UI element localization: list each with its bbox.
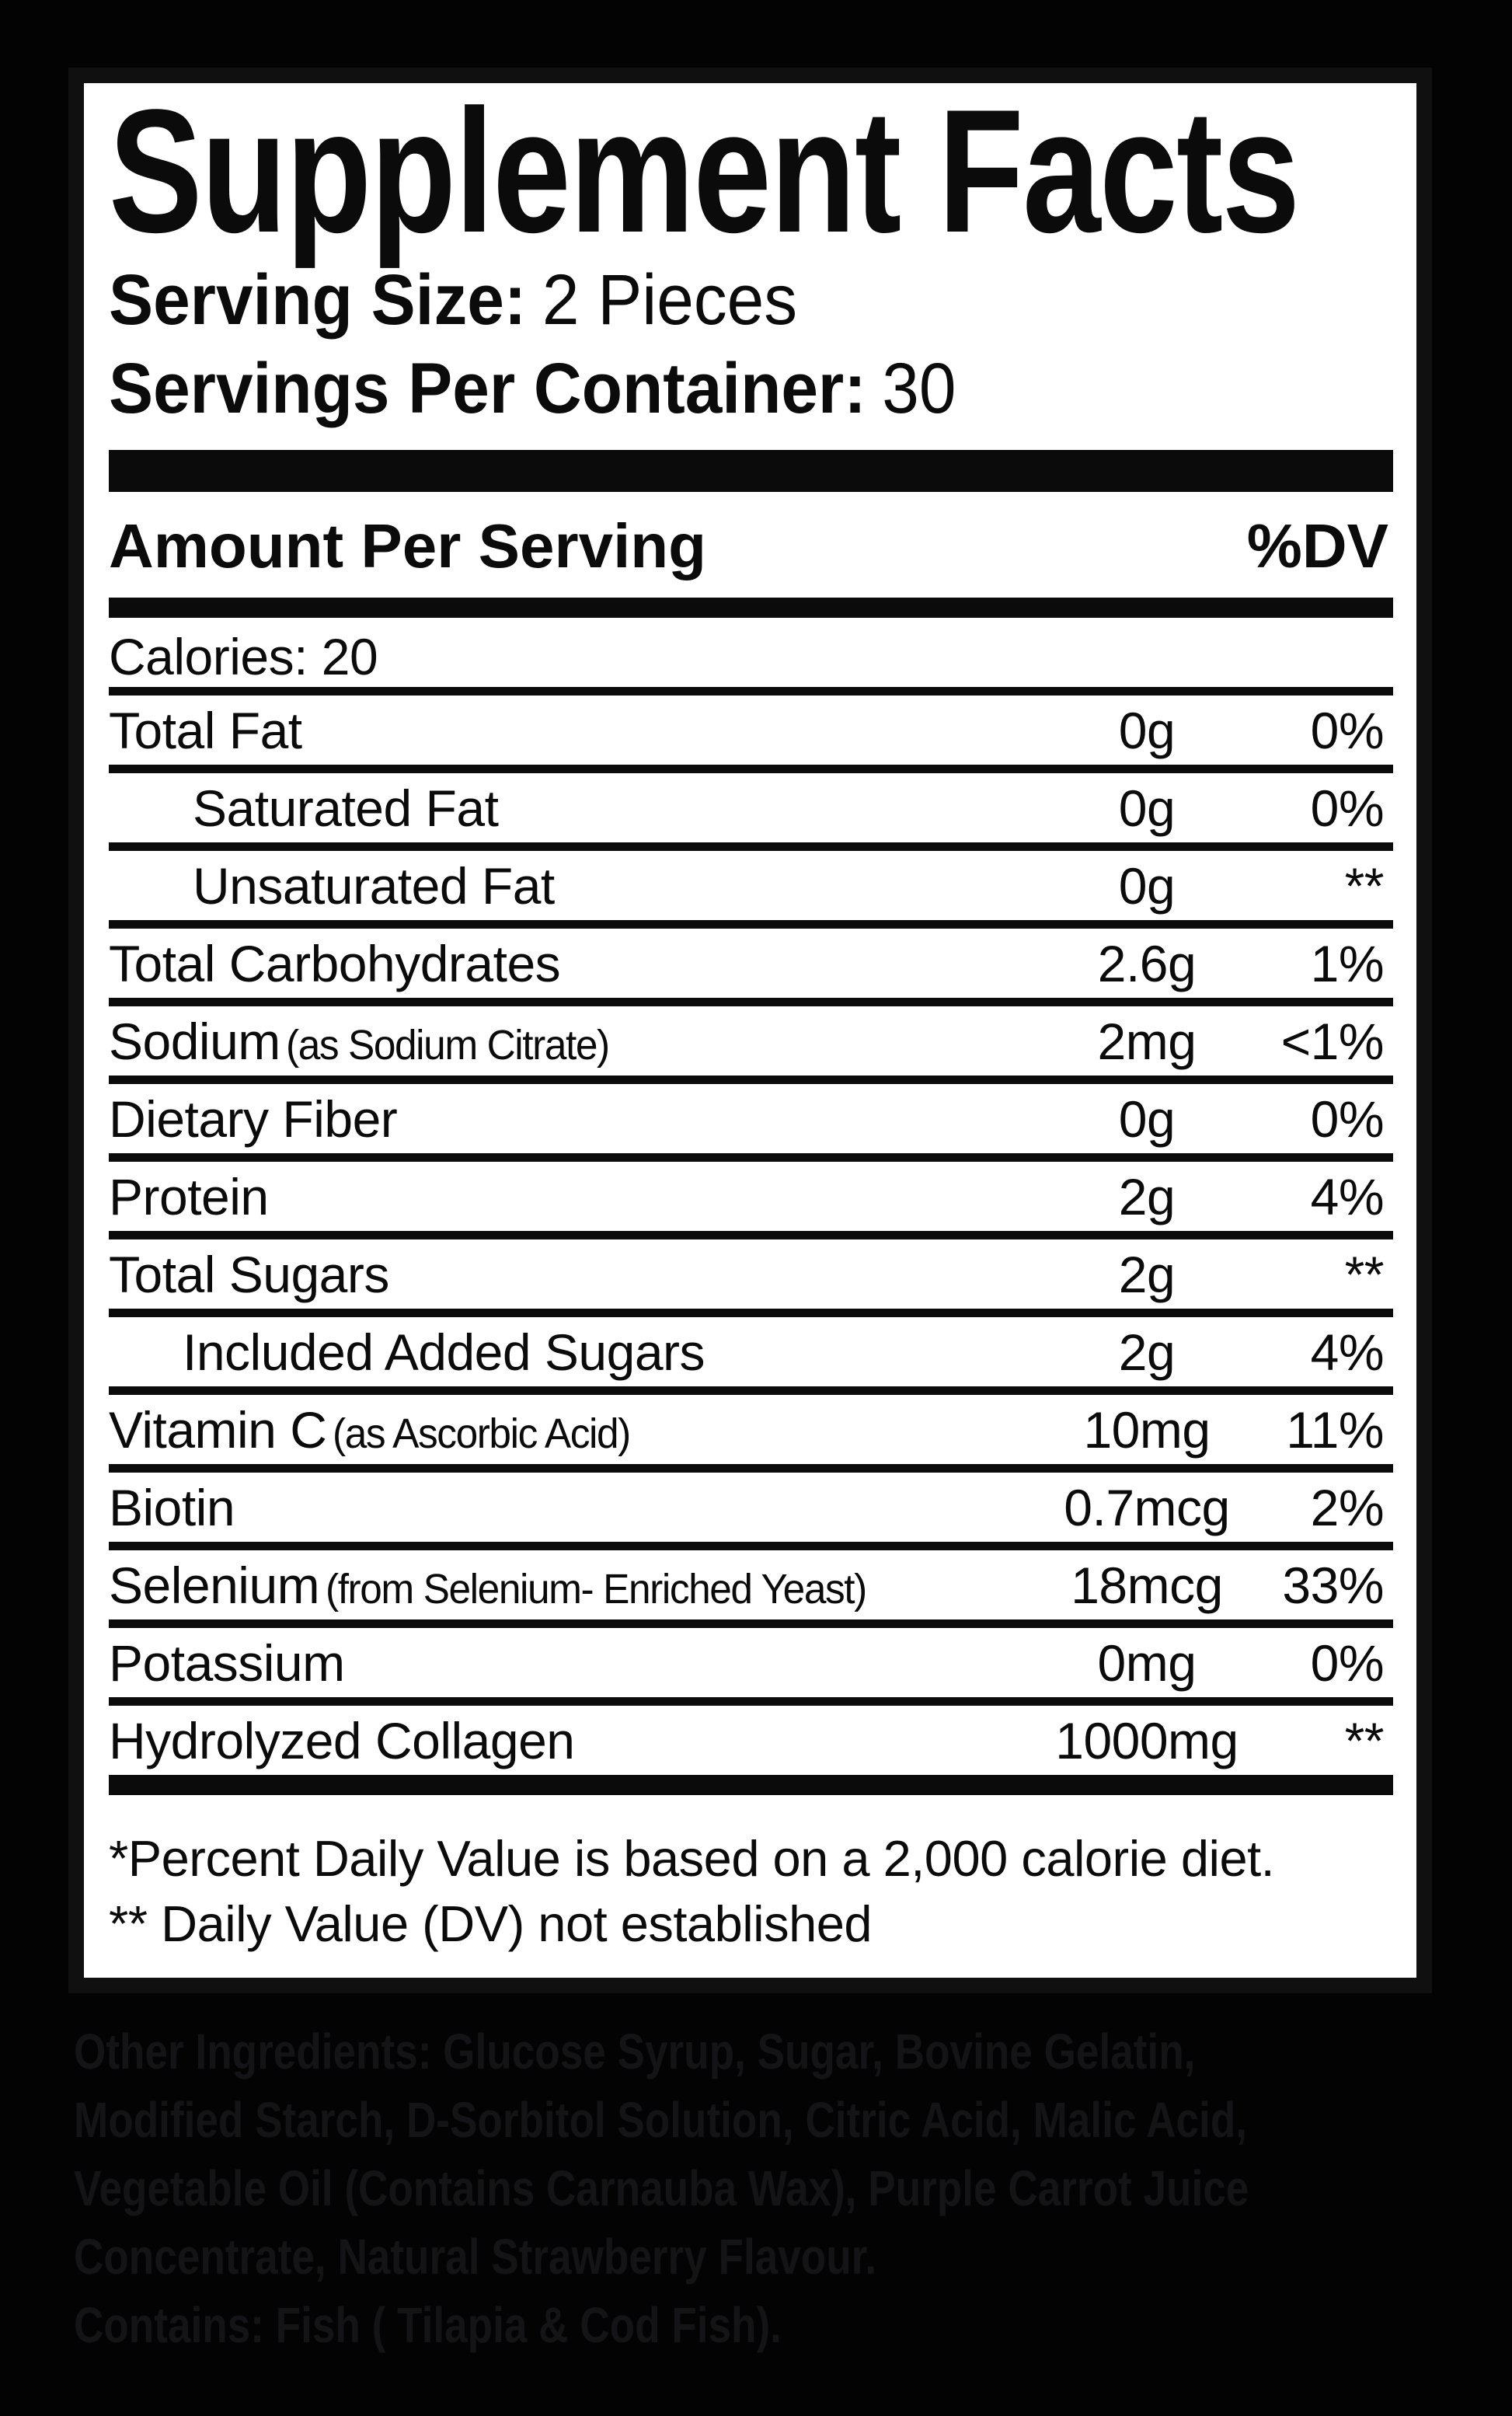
nutrient-label: Saturated Fat [193,779,499,837]
nutrient-dv: 4% [1310,1323,1385,1381]
dv-header: %DV [1246,511,1388,580]
nutrient-dv: 0% [1310,779,1385,837]
nutrient-dv: 4% [1310,1167,1385,1225]
other-ingredients-block: Other Ingredients: Glucose Syrup, Sugar,… [74,2017,1473,2359]
nutrient-row-sodium: Sodium (as Sodium Citrate) 2mg <1% [109,1006,1393,1084]
nutrient-row-included-added-sugars: Included Added Sugars 2g 4% [109,1317,1393,1395]
nutrient-row-total-carbohydrates: Total Carbohydrates 2.6g 1% [109,929,1393,1006]
nutrient-dv: 0% [1310,1089,1385,1148]
nutrient-amount: 0mg [1097,1633,1197,1692]
medium-separator-bar-bottom [109,1775,1393,1795]
table-header-row: Amount Per Serving %DV [109,492,1393,598]
nutrient-dv: ** [1344,1711,1385,1769]
nutrient-dv: 0% [1310,701,1385,759]
medium-separator-bar-top [109,598,1393,618]
nutrient-dv: 2% [1310,1478,1385,1536]
nutrient-label: Sodium [109,1012,280,1070]
nutrient-label: Vitamin C [109,1400,327,1459]
footnote-dv-basis: *Percent Daily Value is based on a 2,000… [109,1830,1275,1887]
servings-per-container-value: 30 [882,349,956,428]
calories-row: Calories: 20 [109,618,1393,696]
nutrient-label: Total Fat [109,701,302,759]
nutrient-row-total-sugars: Total Sugars 2g ** [109,1239,1393,1317]
nutrient-dv: 33% [1282,1556,1384,1614]
nutrient-dv: ** [1344,856,1385,915]
thick-separator-bar [109,450,1393,492]
nutrient-dv: 0% [1310,1633,1385,1692]
ingredients-line: Concentrate, Natural Strawberry Flavour. [74,2223,1473,2291]
nutrient-amount: 2.6g [1097,934,1197,992]
nutrient-label: Included Added Sugars [183,1323,705,1381]
servings-per-container-line: Servings Per Container: 30 [109,346,1393,431]
nutrient-row-biotin: Biotin 0.7mcg 2% [109,1473,1393,1550]
serving-size-label: Serving Size: [109,260,527,340]
ingredients-line: Other Ingredients: Glucose Syrup, Sugar,… [74,2017,1473,2086]
nutrient-amount: 0g [1118,779,1176,837]
ingredients-line: Vegetable Oil (Contains Carnauba Wax), P… [74,2154,1473,2223]
contains-label: Contains: [74,2297,264,2353]
nutrient-sublabel: (as Sodium Citrate) [286,1021,610,1069]
ingredients-line: Contains: Fish ( Tilapia & Cod Fish). [74,2291,1473,2359]
nutrient-label: Biotin [109,1478,235,1536]
footnotes: *Percent Daily Value is based on a 2,000… [109,1826,1393,1957]
nutrient-label: Selenium [109,1556,320,1614]
nutrient-amount: 2g [1118,1167,1176,1225]
ingredients-text: Concentrate, Natural Strawberry Flavour. [74,2229,877,2285]
nutrient-amount: 2g [1118,1323,1176,1381]
nutrient-amount: 18mcg [1071,1556,1223,1614]
nutrient-amount: 1000mg [1055,1711,1239,1769]
calories-label: Calories: 20 [109,628,378,685]
amount-per-serving-header: Amount Per Serving [109,511,707,580]
ingredients-text: Glucose Syrup, Sugar, Bovine Gelatin, [431,2024,1196,2080]
nutrient-row-protein: Protein 2g 4% [109,1162,1393,1239]
other-ingredients-label: Other Ingredients: [74,2024,432,2080]
nutrient-amount: 0g [1118,1089,1176,1148]
footnote-dv-not-established: ** Daily Value (DV) not established [109,1895,873,1952]
nutrient-label: Hydrolyzed Collagen [109,1711,575,1769]
nutrient-label: Unsaturated Fat [193,856,555,915]
servings-per-container-label: Servings Per Container: [109,349,866,428]
nutrient-amount: 0g [1118,701,1176,759]
nutrient-row-potassium: Potassium 0mg 0% [109,1628,1393,1706]
nutrient-label: Total Carbohydrates [109,934,561,992]
ingredients-line: Modified Starch, D-Sorbitol Solution, Ci… [74,2086,1473,2154]
nutrient-label: Potassium [109,1633,345,1692]
nutrient-amount: 0g [1118,856,1176,915]
nutrient-row-vitamin-c: Vitamin C (as Ascorbic Acid) 10mg 11% [109,1395,1393,1473]
serving-size-value: 2 Pieces [542,260,798,340]
ingredients-text: Vegetable Oil (Contains Carnauba Wax), P… [74,2160,1249,2216]
nutrient-row-hydrolyzed-collagen: Hydrolyzed Collagen 1000mg ** [109,1706,1393,1775]
nutrient-sublabel: (as Ascorbic Acid) [332,1410,631,1457]
nutrient-label: Dietary Fiber [109,1089,398,1148]
ingredients-text: Modified Starch, D-Sorbitol Solution, Ci… [74,2092,1248,2148]
panel-title: Supplement Facts [109,72,1393,269]
nutrient-label: Protein [109,1167,269,1225]
nutrient-label: Total Sugars [109,1245,389,1303]
nutrient-row-dietary-fiber: Dietary Fiber 0g 0% [109,1084,1393,1162]
nutrient-row-selenium: Selenium (from Selenium- Enriched Yeast) … [109,1550,1393,1628]
nutrient-dv: 11% [1286,1400,1384,1459]
nutrient-dv: 1% [1310,934,1385,992]
nutrient-row-saturated-fat: Saturated Fat 0g 0% [109,773,1393,851]
nutrient-row-unsaturated-fat: Unsaturated Fat 0g ** [109,851,1393,929]
contains-text: Fish ( Tilapia & Cod Fish). [263,2297,782,2353]
nutrient-amount: 2mg [1097,1012,1197,1070]
nutrient-amount: 0.7mcg [1064,1478,1230,1536]
nutrient-amount: 10mg [1083,1400,1211,1459]
nutrient-dv: <1% [1280,1012,1385,1070]
nutrient-row-total-fat: Total Fat 0g 0% [109,696,1393,773]
panel-title-text: Supplement Facts [109,72,1300,269]
supplement-facts-panel: Supplement Facts Serving Size: 2 Pieces S… [68,68,1432,1993]
nutrient-amount: 2g [1118,1245,1176,1303]
nutrient-dv: ** [1344,1245,1385,1303]
serving-size-line: Serving Size: 2 Pieces [109,257,1393,343]
nutrient-sublabel: (from Selenium- Enriched Yeast) [325,1565,867,1612]
